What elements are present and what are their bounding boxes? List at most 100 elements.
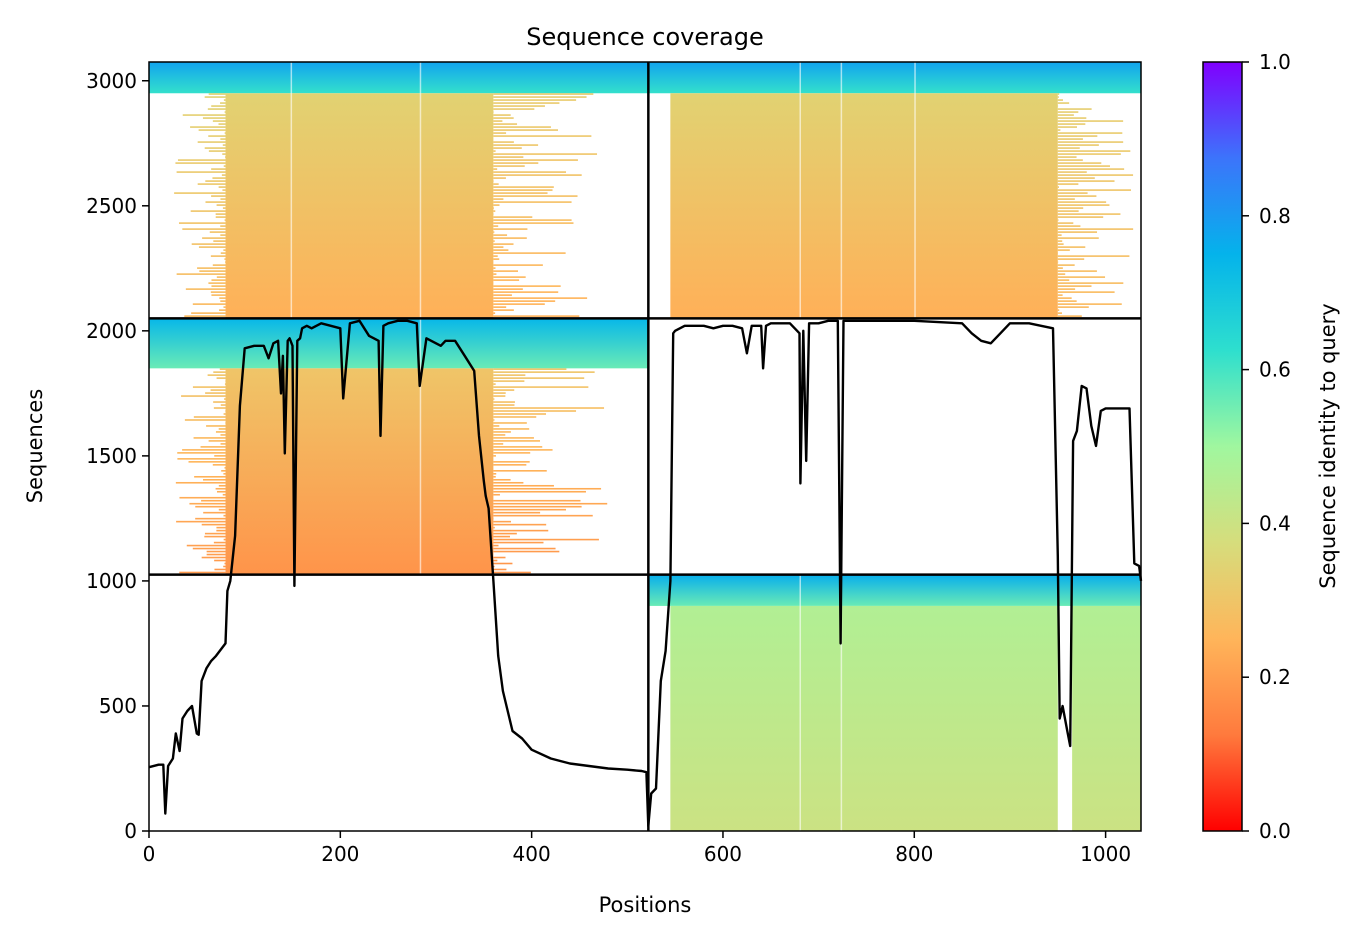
chart-title: Sequence coverage xyxy=(526,23,763,51)
colorbar-tick-label: 1.0 xyxy=(1259,50,1291,74)
coverage-strand xyxy=(1058,204,1110,206)
coverage-strand xyxy=(187,545,226,547)
coverage-strand xyxy=(493,524,546,526)
coverage-strand xyxy=(216,216,226,218)
coverage-strand xyxy=(203,512,225,514)
coverage-strand xyxy=(179,222,226,224)
coverage-strand xyxy=(223,249,225,251)
coverage-strand xyxy=(493,189,552,191)
coverage-strand xyxy=(493,219,571,221)
coverage-strand xyxy=(1058,249,1070,251)
coverage-strand xyxy=(1058,144,1099,146)
x-tick-label: 0 xyxy=(143,842,156,866)
coverage-strand xyxy=(1058,141,1123,143)
coverage-strand xyxy=(179,497,225,499)
coverage-strand xyxy=(1058,219,1059,221)
coverage-strand xyxy=(205,96,226,98)
coverage-strand xyxy=(205,147,226,149)
coverage-strand xyxy=(214,569,225,571)
coverage-strand xyxy=(1058,198,1075,200)
coverage-strand xyxy=(1058,267,1063,269)
coverage-strand xyxy=(493,159,578,161)
coverage-strand xyxy=(493,114,510,116)
coverage-strand xyxy=(493,108,534,110)
colorbar-tick-label: 0.8 xyxy=(1259,204,1291,228)
coverage-strand xyxy=(216,527,225,529)
coverage-strand xyxy=(493,270,518,272)
coverage-strand xyxy=(1058,300,1077,302)
coverage-strand xyxy=(493,264,542,266)
coverage-strand xyxy=(493,132,506,134)
coverage-strand xyxy=(211,389,226,391)
coverage-strand xyxy=(493,371,594,373)
coverage-strand xyxy=(220,225,225,227)
coverage-strand xyxy=(493,374,525,376)
coverage-strand xyxy=(493,231,494,233)
coverage-strand xyxy=(493,428,529,430)
coverage-strand xyxy=(493,500,580,502)
coverage-strand xyxy=(493,225,498,227)
coverage-strand xyxy=(1058,120,1123,122)
coverage-strand xyxy=(493,389,514,391)
coverage-strand xyxy=(493,572,530,574)
coverage-strand xyxy=(179,572,225,574)
coverage-strand xyxy=(205,201,225,203)
coverage-strand xyxy=(493,560,497,562)
coverage-strand xyxy=(1058,240,1062,242)
x-tick-label: 200 xyxy=(321,842,359,866)
coverage-strand xyxy=(493,198,503,200)
coverage-strand xyxy=(493,210,495,212)
coverage-strand xyxy=(1058,183,1079,185)
coverage-strand xyxy=(493,156,523,158)
coverage-strand xyxy=(493,470,546,472)
coverage-strand xyxy=(493,452,530,454)
coverage-strand xyxy=(493,398,494,400)
coverage-strand xyxy=(211,168,225,170)
coverage-strand xyxy=(218,123,225,125)
coverage-strand xyxy=(224,165,226,167)
coverage-strand xyxy=(493,99,576,101)
coverage-strand xyxy=(493,410,576,412)
coverage-strand xyxy=(493,446,542,448)
coverage-strand xyxy=(1058,159,1083,161)
coverage-strand xyxy=(493,96,586,98)
coverage-strand xyxy=(1058,294,1063,296)
coverage-strand xyxy=(203,479,226,481)
coverage-strand xyxy=(493,234,507,236)
coverage-strand xyxy=(1058,285,1092,287)
coverage-strand xyxy=(493,273,496,275)
coverage-strand xyxy=(209,150,226,152)
coverage-strand xyxy=(493,153,597,155)
coverage-strand xyxy=(493,527,494,529)
coverage-strand xyxy=(1058,129,1061,131)
coverage-strand xyxy=(1058,168,1124,170)
coverage-strand xyxy=(1058,102,1069,104)
coverage-strand xyxy=(493,440,540,442)
coverage-strand xyxy=(493,515,592,517)
coverage-strand xyxy=(1058,309,1059,311)
coverage-strand xyxy=(493,171,566,173)
coverage-strand xyxy=(207,554,226,556)
coverage-strand xyxy=(220,368,226,370)
coverage-strand xyxy=(206,425,225,427)
coverage-strand xyxy=(1058,270,1097,272)
y-tick-label: 1500 xyxy=(86,444,137,468)
coverage-strand xyxy=(493,473,496,475)
coverage-strand xyxy=(493,249,508,251)
coverage-strand xyxy=(195,518,225,520)
coverage-strand xyxy=(493,207,494,209)
coverage-strand xyxy=(221,404,226,406)
coverage-strand xyxy=(1058,114,1074,116)
coverage-strand xyxy=(1058,162,1102,164)
coverage-strand xyxy=(223,494,226,496)
coverage-strand xyxy=(493,434,505,436)
y-tick-label: 0 xyxy=(124,819,137,843)
coverage-strand xyxy=(493,563,512,565)
x-tick-label: 600 xyxy=(704,842,742,866)
coverage-strand xyxy=(493,174,581,176)
y-tick-label: 2500 xyxy=(86,194,137,218)
coverage-strand xyxy=(493,135,591,137)
coverage-strand xyxy=(493,222,573,224)
coverage-strand xyxy=(1058,273,1065,275)
